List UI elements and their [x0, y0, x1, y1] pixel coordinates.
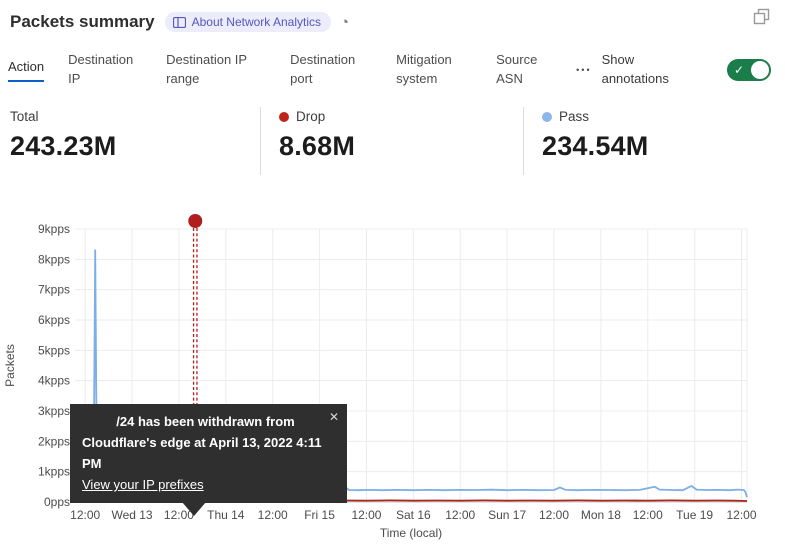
x-axis-title: Time (local): [380, 526, 442, 540]
x-tick-label: Thu 14: [207, 508, 245, 522]
pass-legend-dot: [542, 111, 552, 122]
x-tick-label: Sun 17: [488, 508, 526, 522]
x-tick-label: 12:00: [445, 508, 475, 522]
x-tick-label: Mon 18: [581, 508, 621, 522]
y-tick-label: 9kpps: [38, 222, 70, 236]
y-tick-label: 2kpps: [38, 434, 70, 448]
x-tick-label: Wed 13: [111, 508, 152, 522]
card-header: Packets summary About Network Analytics …: [0, 0, 785, 36]
y-tick-label: 3kpps: [38, 404, 70, 418]
y-tick-label: 7kpps: [38, 283, 70, 297]
tab-destination-ip-range[interactable]: Destination IP range: [166, 52, 247, 86]
tooltip-line-1: /24 has been withdrawn from: [116, 414, 295, 429]
annotation-marker-dot[interactable]: [188, 214, 203, 228]
y-tick-label: 8kpps: [38, 252, 70, 266]
tab-destination-port[interactable]: Destination port: [290, 52, 356, 86]
stat-pass: Pass 234.54M: [523, 107, 785, 175]
view-ip-prefixes-link[interactable]: View your IP prefixes: [82, 477, 204, 492]
badge-label: About Network Analytics: [191, 15, 321, 29]
packets-chart-area: 12:00 Wed 13 12:00 Thu 14 12:00 Fri 15 12:00 Sa…: [0, 210, 785, 555]
annotation-tooltip: ✕ /24 has been withdrawn from Cloudflare…: [70, 404, 347, 516]
y-tick-label: 5kpps: [38, 343, 70, 357]
more-tabs-icon[interactable]: •••: [576, 65, 592, 75]
y-tick-label: 0pps: [44, 495, 70, 509]
book-icon: [172, 16, 186, 28]
tab-source-asn[interactable]: Source ASN: [496, 52, 538, 86]
tab-action[interactable]: Action: [8, 58, 45, 82]
summary-stats: Total 243.23M Drop 8.68M Pass 234.54M: [0, 107, 785, 175]
popout-icon[interactable]: [753, 8, 771, 31]
stat-pass-label: Pass: [559, 109, 590, 124]
tooltip-line-2: Cloudflare's edge at April 13, 2022 4:11…: [82, 435, 322, 471]
y-tick-label: 1kpps: [38, 465, 70, 479]
stat-total-label: Total: [10, 109, 39, 124]
stat-drop-label: Drop: [296, 109, 326, 124]
tab-destination-ip[interactable]: Destination IP: [68, 52, 134, 86]
tooltip-arrow: [182, 502, 206, 516]
page-title: Packets summary: [10, 12, 155, 31]
y-tick-label: 6kpps: [38, 313, 70, 327]
x-tick-label: Tue 19: [676, 508, 713, 522]
x-tick-label: 12:00: [351, 508, 381, 522]
stat-pass-value: 234.54M: [542, 131, 649, 161]
x-tick-label: 12:00: [70, 508, 100, 522]
x-tick-label: 12:00: [633, 508, 663, 522]
check-icon: ✓: [734, 63, 745, 77]
x-tick-label: Sat 16: [396, 508, 431, 522]
stat-total-value: 243.23M: [10, 131, 117, 161]
drop-legend-dot: [279, 111, 289, 122]
x-tick-label: Fri 15: [304, 508, 335, 522]
close-icon[interactable]: ✕: [328, 410, 339, 424]
show-annotations-toggle[interactable]: ✓: [727, 59, 771, 81]
tab-mitigation-system[interactable]: Mitigation system: [396, 52, 452, 86]
x-tick-label: 12:00: [539, 508, 569, 522]
stat-total: Total 243.23M: [0, 107, 260, 175]
x-tick-label: 12:00: [258, 508, 288, 522]
x-tick-label: 12:00: [727, 508, 757, 522]
y-axis-title: Packets: [3, 344, 17, 387]
time-window-icon[interactable]: ◔: [340, 13, 350, 31]
stat-drop: Drop 8.68M: [260, 107, 523, 175]
packets-chart: 12:00 Wed 13 12:00 Thu 14 12:00 Fri 15 12:00 Sa…: [3, 214, 757, 540]
about-network-analytics-link[interactable]: About Network Analytics: [164, 12, 331, 32]
stat-drop-value: 8.68M: [279, 131, 356, 161]
dimension-tabs: Action Destination IP Destination IP ran…: [0, 46, 785, 94]
toggle-knob: [751, 61, 769, 79]
y-tick-label: 4kpps: [38, 374, 70, 388]
show-annotations-label: Show annotations: [601, 52, 669, 86]
